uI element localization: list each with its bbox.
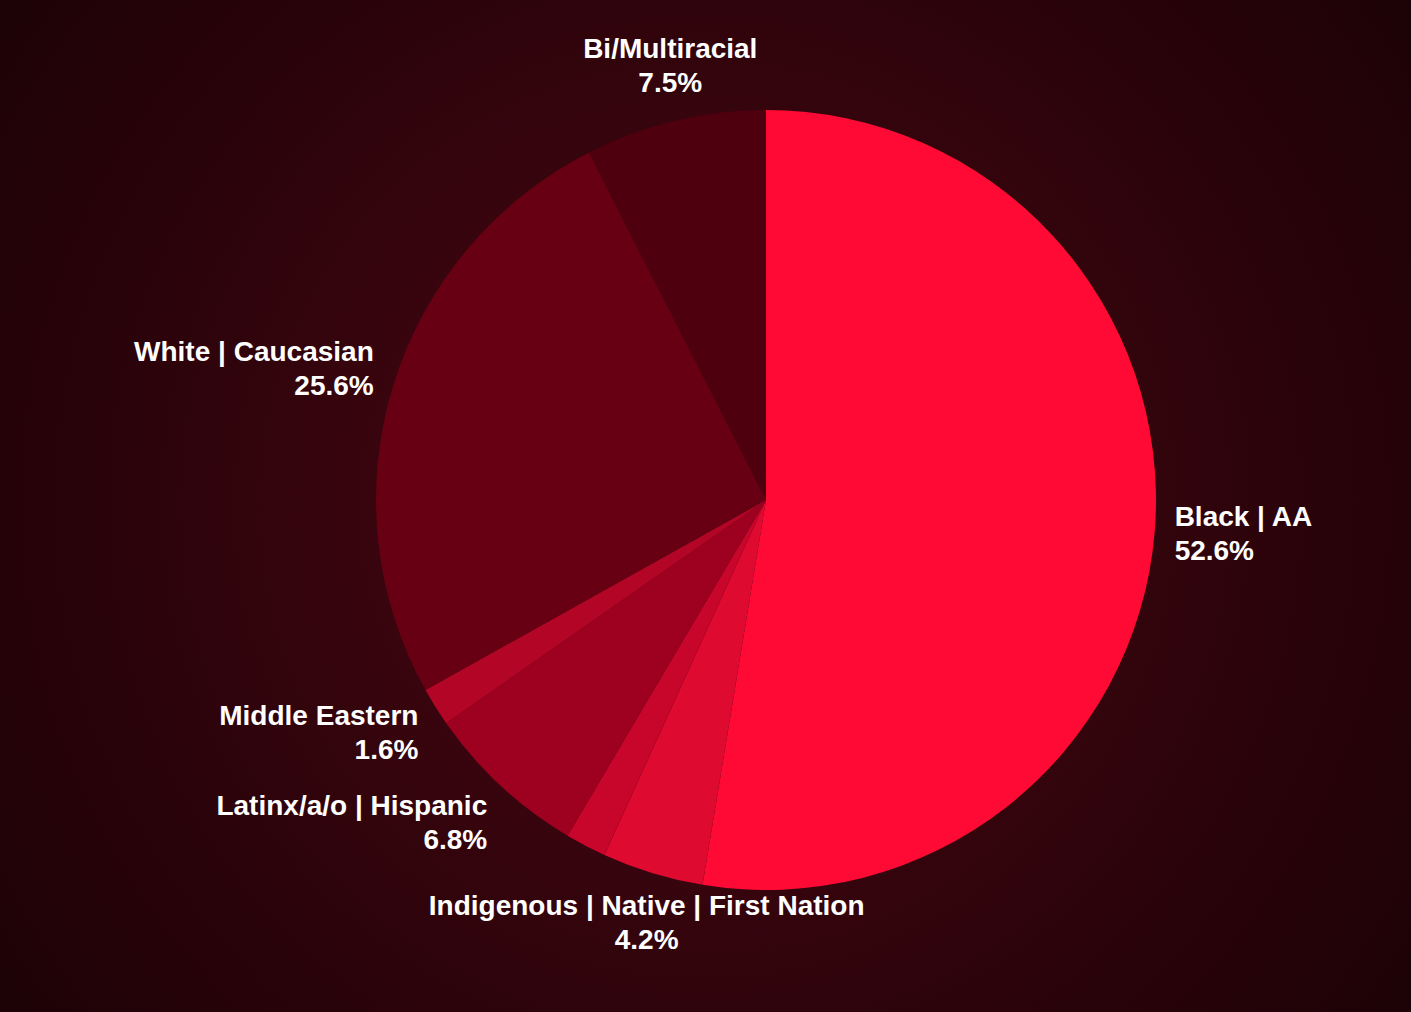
svg-text:Middle Eastern1.6%: Middle Eastern1.6% [219,700,418,765]
svg-text:Black | AA52.6%: Black | AA52.6% [1175,501,1313,566]
svg-text:Indigenous | Native | First Na: Indigenous | Native | First Nation4.2% [429,890,865,955]
svg-text:White | Caucasian25.6%: White | Caucasian25.6% [134,336,374,401]
svg-text:Latinx/a/o | Hispanic6.8%: Latinx/a/o | Hispanic6.8% [216,790,487,855]
svg-text:Bi/Multiracial7.5%: Bi/Multiracial7.5% [583,33,757,98]
